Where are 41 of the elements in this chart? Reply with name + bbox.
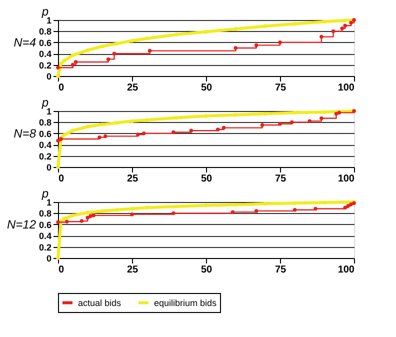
y-tick-label: 0.6	[38, 128, 52, 139]
y-tick-label: 0	[46, 254, 52, 264]
y-tick-label: 1	[46, 106, 52, 116]
x-tick-label: 25	[126, 264, 138, 276]
y-tick-label: 0.2	[38, 151, 52, 162]
text: N=8	[14, 126, 36, 140]
y-tick-label: 0.2	[38, 60, 52, 70]
legend-label: actual bids	[78, 298, 122, 308]
y-tick-label: 1	[46, 16, 52, 26]
legend-label: equilibrium bids	[154, 298, 218, 308]
y-tick-label: 0	[46, 72, 52, 82]
y-tick-label: 0.2	[38, 242, 52, 252]
text: N=4	[14, 35, 36, 50]
x-tick-label: 100	[338, 82, 355, 94]
x-tick-label: 75	[274, 264, 286, 276]
x-tick-label: 0	[58, 82, 64, 94]
x-tick-label: 0	[58, 174, 64, 184]
y-axis-title: p	[40, 186, 49, 200]
y-tick-label: 0.4	[38, 231, 52, 242]
x-tick-label: 25	[126, 82, 138, 94]
x-tick-label: 50	[200, 82, 212, 94]
y-tick-label: 0.4	[38, 49, 52, 60]
y-tick-label: 0.8	[38, 208, 52, 219]
x-tick-label: 0	[58, 264, 64, 276]
y-tick-label: 1	[46, 198, 52, 208]
x-tick-label: 75	[274, 174, 286, 184]
y-axis-title: p	[40, 4, 49, 18]
x-tick-label: 50	[200, 174, 212, 184]
x-tick-label: 100	[338, 264, 355, 276]
text: N=12	[6, 217, 36, 232]
y-axis-title: p	[40, 96, 49, 110]
y-tick-label: 0.8	[38, 26, 52, 37]
y-tick-label: 0.6	[38, 220, 52, 230]
y-tick-label: 0.8	[38, 118, 52, 128]
y-tick-label: 0	[46, 162, 52, 172]
y-tick-label: 0.4	[38, 140, 52, 150]
x-tick-label: 50	[200, 264, 212, 276]
x-tick-label: 100	[338, 174, 355, 184]
y-tick-label: 0.6	[38, 38, 52, 48]
x-tick-label: 25	[126, 174, 138, 184]
x-tick-label: 75	[274, 82, 286, 94]
